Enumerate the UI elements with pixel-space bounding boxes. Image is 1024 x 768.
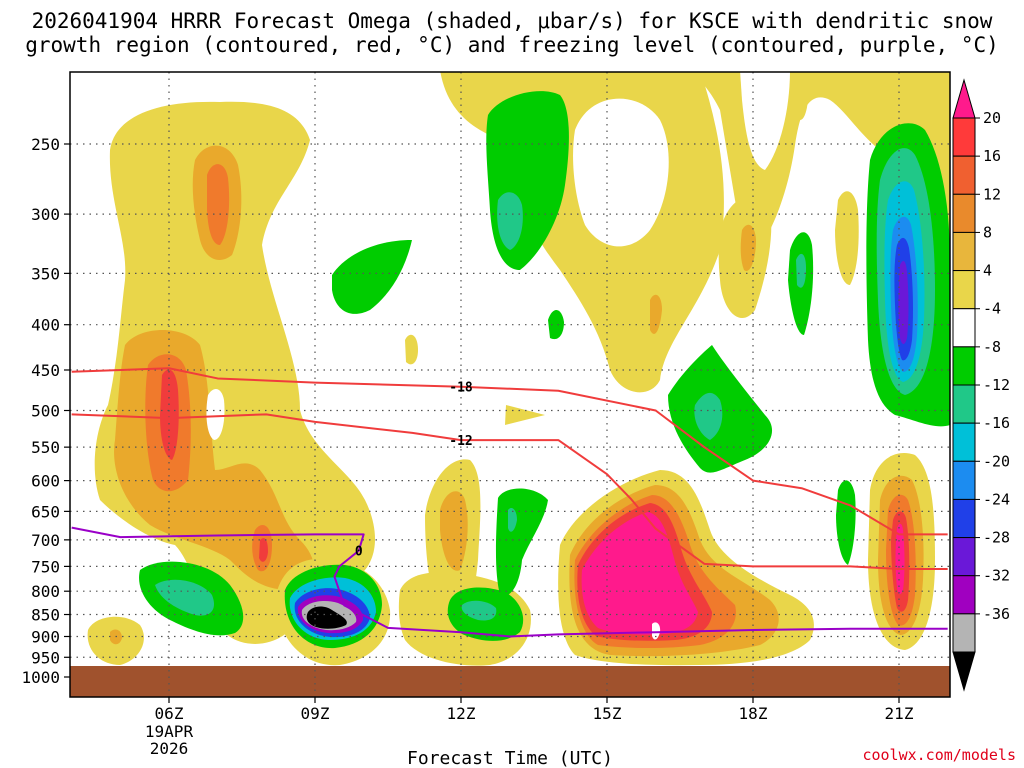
colorbar-label: -12 xyxy=(983,376,1010,394)
x-tick-label: 12Z xyxy=(447,704,476,723)
colorbar-swatch xyxy=(952,460,976,500)
contour-label-freezing-level: 0 xyxy=(355,545,363,560)
omega-region-white-right-gap xyxy=(740,72,790,170)
colorbar-swatch xyxy=(952,117,976,157)
colorbar-label: 16 xyxy=(983,147,1001,165)
omega-region-red-small xyxy=(259,538,268,562)
omega-region-orange-top-15z xyxy=(650,294,662,334)
omega-hole-white-lower xyxy=(652,622,661,640)
y-tick-label: 300 xyxy=(31,205,60,224)
chart-title-line1: 2026041904 HRRR Forecast Omega (shaded, … xyxy=(32,9,993,33)
y-tick-label: 950 xyxy=(31,648,60,667)
colorbar-swatch xyxy=(952,422,976,462)
omega-region-magenta-15z xyxy=(581,512,698,635)
y-tick-label: 850 xyxy=(31,606,60,625)
y-tick-label: 650 xyxy=(31,502,60,521)
colorbar: 20 16 12 8 4 -4 -8 -12 -16 -20 -24 -28 -32 -36 xyxy=(952,78,1010,692)
colorbar-top-arrow xyxy=(952,78,976,119)
colorbar-label: -4 xyxy=(983,300,1001,318)
omega-region-yellow-wedge xyxy=(505,405,545,425)
omega-region-red-left xyxy=(160,369,179,460)
colorbar-label: -20 xyxy=(983,452,1010,470)
colorbar-swatch xyxy=(952,193,976,233)
y-tick-label: 900 xyxy=(31,627,60,646)
y-tick-label: 600 xyxy=(31,472,60,491)
colorbar-swatch xyxy=(952,537,976,577)
colorbar-label: -16 xyxy=(983,414,1010,432)
omega-region-teal-col-13z xyxy=(508,508,517,532)
x-tick-label: 18Z xyxy=(739,704,768,723)
y-tick-label: 400 xyxy=(31,316,60,335)
y-tick-label: 350 xyxy=(31,264,60,283)
contour-dgz-minus18 xyxy=(71,367,948,536)
y-tick-label: 800 xyxy=(31,582,60,601)
colorbar-swatch xyxy=(952,613,976,653)
colorbar-swatch xyxy=(952,575,976,615)
colorbar-swatch xyxy=(952,384,976,424)
y-tick-label: 250 xyxy=(31,135,60,154)
colorbar-label: 4 xyxy=(983,262,992,280)
colorbar-label: 12 xyxy=(983,185,1001,203)
x-tick-year: 2026 xyxy=(150,739,189,758)
colorbar-swatch xyxy=(952,498,976,539)
omega-region-green-mid-a xyxy=(332,240,412,314)
credit-text[interactable]: coolwx.com/models xyxy=(862,746,1016,764)
contour-dgz-minus12 xyxy=(71,413,948,570)
y-tick-label: 550 xyxy=(31,438,60,457)
omega-region-orange-right-col xyxy=(740,224,756,271)
colorbar-swatch xyxy=(952,155,976,195)
gridlines xyxy=(70,72,950,697)
omega-region-green-small-mid xyxy=(548,310,564,340)
omega-region-teal-top xyxy=(497,192,523,250)
y-tick-label: 750 xyxy=(31,557,60,576)
omega-region-teal-lc xyxy=(461,600,497,621)
omega-region-yellow-r2 xyxy=(835,191,859,285)
colorbar-swatch xyxy=(952,346,976,386)
x-axis-label: Forecast Time (UTC) xyxy=(407,748,613,768)
colorbar-label: -24 xyxy=(983,490,1010,508)
colorbar-bottom-arrow xyxy=(952,651,976,692)
colorbar-label: 20 xyxy=(983,109,1001,127)
colorbar-swatch xyxy=(952,270,976,310)
omega-region-magenta-21z-low xyxy=(895,523,905,595)
omega-region-teal-17z xyxy=(694,392,723,440)
omega-region-yellow-far xyxy=(795,72,809,120)
x-tick-label: 21Z xyxy=(885,704,914,723)
plot-frame xyxy=(69,71,951,698)
y-axis: 250 300 350 400 450 500 550 600 650 700 750 800 850 9… xyxy=(21,135,70,687)
chart-title-line2: growth region (contoured, red, °C) and f… xyxy=(25,33,999,57)
colorbar-label: 8 xyxy=(983,223,992,241)
x-tick-date: 19APR xyxy=(145,722,194,741)
omega-hole-white xyxy=(206,388,225,440)
colorbar-label: -8 xyxy=(983,338,1001,356)
contour-label-dgz-minus18: -18 xyxy=(449,381,473,396)
surface-terrain xyxy=(70,666,950,697)
x-tick-label: 15Z xyxy=(593,704,622,723)
contour-freezing-level xyxy=(71,526,948,638)
y-tick-label: 500 xyxy=(31,402,60,421)
x-tick-label: 09Z xyxy=(301,704,330,723)
y-tick-label: 700 xyxy=(31,531,60,550)
omega-region-yellow-col-mid xyxy=(405,334,418,365)
contour-label-dgz-minus12: -12 xyxy=(449,434,472,449)
y-tick-label: 450 xyxy=(31,361,60,380)
contour-lines: -18 -12 0 xyxy=(71,367,948,638)
omega-region-teal-r1 xyxy=(796,253,806,288)
omega-region-deeporange-top xyxy=(207,164,230,245)
omega-region-purple-21z xyxy=(898,260,909,344)
colorbar-label: -36 xyxy=(983,605,1010,623)
colorbar-swatch xyxy=(952,308,976,348)
omega-region-teal-ll xyxy=(155,579,215,616)
y-tick-label: 1000 xyxy=(21,668,60,687)
omega-shading xyxy=(87,72,950,666)
x-tick-label: 06Z xyxy=(155,704,184,723)
omega-region-white-top-hole xyxy=(573,98,669,247)
colorbar-swatch xyxy=(952,231,976,272)
omega-region-black-09z xyxy=(306,606,347,629)
colorbar-label: -28 xyxy=(983,529,1010,547)
colorbar-label: -32 xyxy=(983,567,1010,585)
